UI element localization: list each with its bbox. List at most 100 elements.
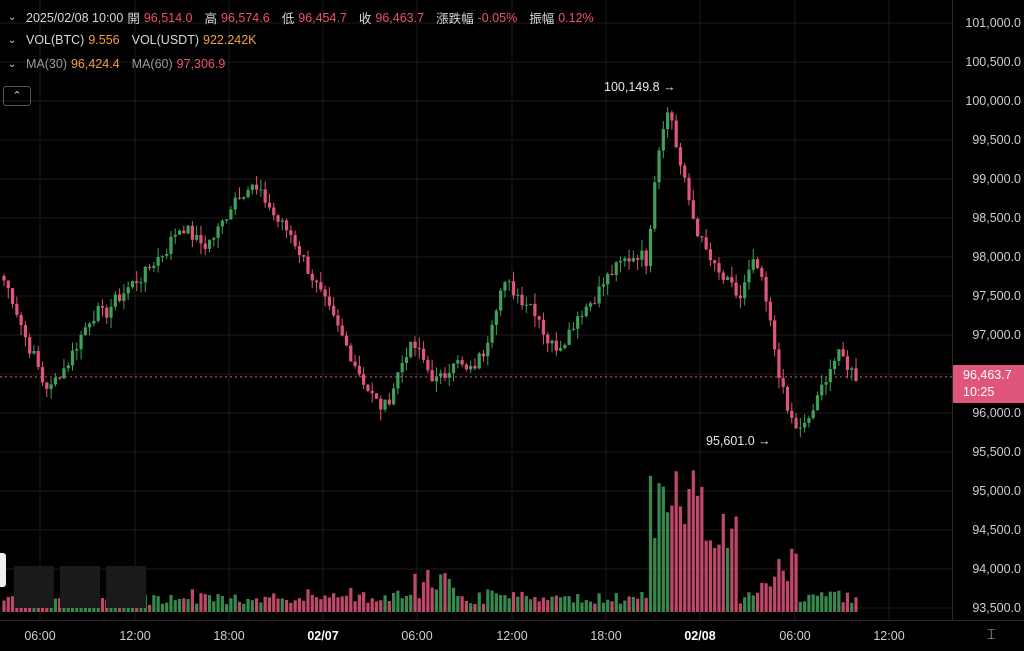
candle-body bbox=[100, 306, 105, 308]
candle-body bbox=[743, 282, 747, 299]
time-tick: 06:00 bbox=[24, 629, 56, 643]
candle-body bbox=[233, 197, 237, 210]
volume-bar bbox=[820, 592, 824, 612]
candle-body bbox=[584, 306, 588, 317]
candle-body bbox=[661, 129, 665, 151]
volume-bar bbox=[520, 591, 524, 612]
candle-body bbox=[302, 255, 306, 257]
volume-bar bbox=[413, 573, 417, 612]
volume-bar bbox=[426, 569, 430, 612]
candlestick-chart[interactable] bbox=[0, 0, 952, 620]
candle-body bbox=[49, 384, 53, 389]
candle-body bbox=[674, 120, 678, 148]
volume-bar bbox=[392, 592, 396, 612]
volume-bar bbox=[267, 597, 272, 612]
candle-body bbox=[837, 349, 841, 361]
axis-setting-icon[interactable]: ⌶ bbox=[987, 626, 996, 642]
candle-body bbox=[486, 342, 490, 357]
volume-bar bbox=[160, 603, 165, 612]
volume-bar bbox=[370, 598, 374, 612]
side-panel-handle[interactable] bbox=[0, 553, 6, 587]
volume-bar bbox=[242, 603, 246, 612]
volume-bar bbox=[100, 598, 105, 612]
change-value: -0.05% bbox=[477, 10, 518, 25]
volume-bar bbox=[362, 592, 366, 612]
candle-body bbox=[19, 314, 23, 326]
candle-body bbox=[443, 373, 447, 378]
volume-bar bbox=[588, 601, 593, 612]
candle-body bbox=[807, 418, 811, 423]
chevron-down-icon[interactable]: ⌄ bbox=[8, 12, 17, 23]
candle-body bbox=[520, 294, 524, 306]
price-tick: 94,000.0 bbox=[972, 562, 1021, 576]
volume-bar bbox=[203, 594, 207, 612]
candle-body bbox=[182, 230, 186, 234]
candle-body bbox=[62, 368, 66, 379]
candle-body bbox=[670, 112, 674, 121]
candle-body bbox=[832, 360, 837, 370]
candle-body bbox=[267, 202, 272, 208]
candle-body bbox=[173, 234, 177, 237]
candle-body bbox=[730, 277, 734, 283]
volume-bars bbox=[2, 470, 858, 612]
volume-bar bbox=[439, 574, 443, 612]
candle-body bbox=[687, 177, 691, 201]
candle-body bbox=[546, 334, 550, 344]
volume-bar bbox=[631, 596, 635, 612]
candle-body bbox=[588, 303, 593, 307]
chevron-down-icon[interactable]: ⌄ bbox=[8, 34, 17, 46]
candles bbox=[2, 106, 858, 438]
volume-bar bbox=[332, 593, 336, 612]
candle-countdown: 10:25 bbox=[963, 385, 995, 399]
volume-bar bbox=[6, 596, 10, 612]
candle-body bbox=[451, 363, 456, 374]
candle-body bbox=[246, 189, 250, 198]
volume-bar bbox=[451, 587, 456, 612]
candle-body bbox=[79, 334, 83, 350]
candle-body bbox=[105, 307, 109, 318]
volume-bar bbox=[486, 589, 490, 612]
volume-bar bbox=[854, 597, 858, 612]
volume-bar bbox=[661, 486, 665, 612]
volume-bar bbox=[409, 594, 413, 612]
chart-area[interactable]: ⌄ 2025/02/08 10:00 開 96,514.0 高 96,574.6… bbox=[0, 0, 952, 620]
volume-bar bbox=[546, 600, 550, 612]
candle-body bbox=[490, 324, 494, 343]
candle-body bbox=[117, 294, 122, 301]
volume-bar bbox=[790, 548, 794, 612]
candle-body bbox=[541, 319, 546, 335]
candle-body bbox=[554, 340, 558, 351]
volume-bar bbox=[815, 595, 820, 612]
ma30-value: 96,424.4 bbox=[70, 57, 120, 71]
volume-bar bbox=[593, 603, 597, 612]
candle-body bbox=[135, 281, 139, 283]
volume-bar bbox=[670, 505, 674, 612]
volume-bar bbox=[280, 598, 284, 612]
volume-bar bbox=[306, 589, 310, 612]
candle-body bbox=[516, 294, 520, 296]
volume-bar bbox=[477, 592, 481, 612]
high-value: 96,574.6 bbox=[221, 10, 270, 25]
volume-bar bbox=[443, 573, 447, 612]
volume-bar bbox=[263, 596, 267, 612]
time-axis[interactable]: 06:00 12:00 18:00 02/07 06:00 12:00 18:00 02/08… bbox=[0, 620, 1024, 651]
price-tick: 101,000.0 bbox=[965, 16, 1021, 30]
volume-bar bbox=[366, 602, 370, 612]
volume-bar bbox=[2, 600, 6, 612]
candle-body bbox=[481, 353, 486, 357]
volume-bar bbox=[683, 524, 687, 612]
volume-bar bbox=[627, 596, 631, 612]
time-tick: 06:00 bbox=[779, 629, 811, 643]
volume-bar bbox=[229, 598, 233, 612]
candle-body bbox=[567, 329, 571, 345]
price-axis[interactable]: 101,000.0 100,500.0 100,000.0 99,500.0 99,00… bbox=[952, 0, 1024, 620]
volume-bar bbox=[721, 513, 725, 612]
chevron-down-icon[interactable]: ⌄ bbox=[8, 58, 17, 70]
candle-body bbox=[147, 266, 152, 268]
current-price: 96,463.7 bbox=[963, 368, 1012, 382]
collapse-legend-button[interactable]: ⌃ bbox=[3, 86, 31, 106]
candle-body bbox=[143, 266, 147, 283]
high-marker-value: 100,149.8 bbox=[604, 80, 660, 94]
price-tick: 95,000.0 bbox=[972, 484, 1021, 498]
candle-body bbox=[58, 377, 62, 379]
